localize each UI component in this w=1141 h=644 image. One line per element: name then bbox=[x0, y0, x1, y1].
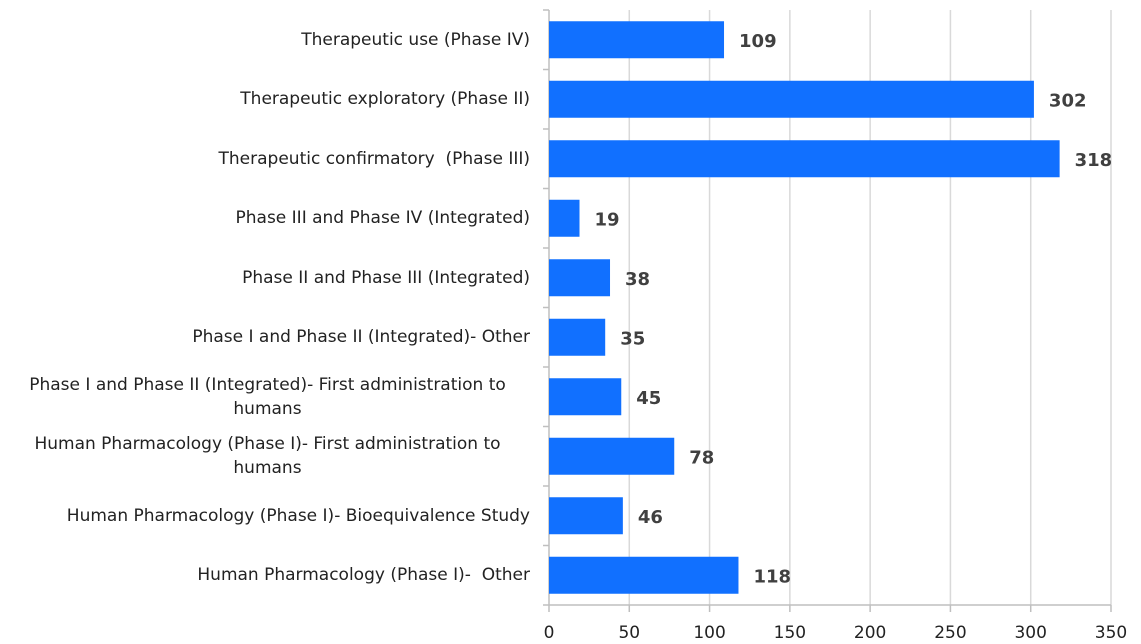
y-tick-label-box: Phase I and Phase II (Integrated)- Other bbox=[0, 308, 530, 368]
value-label: 109 bbox=[739, 31, 777, 52]
value-label: 318 bbox=[1075, 150, 1113, 171]
y-tick-label: Phase I and Phase II (Integrated)- Other bbox=[192, 327, 530, 348]
x-tick-label: 200 bbox=[854, 623, 886, 643]
y-tick-label-box: Therapeutic exploratory (Phase II) bbox=[0, 70, 530, 130]
y-tick-label-box: Therapeutic confirmatory (Phase III) bbox=[0, 129, 530, 189]
x-tick-label: 100 bbox=[693, 623, 725, 643]
bar bbox=[549, 378, 622, 416]
value-label: 46 bbox=[638, 507, 663, 528]
y-tick-label-box: Phase II and Phase III (Integrated) bbox=[0, 248, 530, 308]
y-tick-label: Therapeutic confirmatory (Phase III) bbox=[218, 148, 530, 169]
y-tick-label-box: Phase I and Phase II (Integrated)- First… bbox=[0, 367, 530, 427]
y-tick-label: Human Pharmacology (Phase I)- First admi… bbox=[34, 434, 506, 479]
y-tick-label-box: Human Pharmacology (Phase I)- Other bbox=[0, 546, 530, 606]
value-label: 118 bbox=[753, 566, 791, 587]
y-tick-label-box: Phase III and Phase IV (Integrated) bbox=[0, 189, 531, 249]
value-label: 38 bbox=[625, 269, 650, 290]
y-tick-label: Human Pharmacology (Phase I)- Other bbox=[197, 565, 530, 586]
bar bbox=[549, 199, 580, 237]
y-tick-label: Phase I and Phase II (Integrated)- First… bbox=[29, 374, 512, 419]
x-tick-label: 150 bbox=[774, 623, 806, 643]
x-tick-label: 250 bbox=[934, 623, 966, 643]
y-tick-label: Therapeutic exploratory (Phase II) bbox=[240, 89, 530, 110]
value-label: 45 bbox=[636, 388, 661, 409]
x-tick-label: 300 bbox=[1014, 623, 1046, 643]
x-tick-label: 350 bbox=[1095, 623, 1127, 643]
y-tick-label-box: Human Pharmacology (Phase I)- First admi… bbox=[0, 427, 530, 487]
x-tick-label: 50 bbox=[618, 623, 640, 643]
bar bbox=[549, 259, 611, 297]
bar bbox=[549, 497, 623, 535]
y-tick-label-box: Therapeutic use (Phase IV) bbox=[0, 10, 530, 70]
y-tick-label: Human Pharmacology (Phase I)- Bioequival… bbox=[66, 505, 530, 526]
y-tick-label: Therapeutic use (Phase IV) bbox=[301, 29, 530, 50]
bar bbox=[549, 437, 675, 475]
value-label: 302 bbox=[1049, 90, 1087, 111]
y-tick-label: Phase III and Phase IV (Integrated) bbox=[235, 208, 531, 229]
value-label: 19 bbox=[595, 209, 620, 230]
y-tick-label-box: Human Pharmacology (Phase I)- Bioequival… bbox=[0, 486, 530, 546]
bar bbox=[549, 80, 1034, 118]
bar bbox=[549, 140, 1060, 178]
bar bbox=[549, 556, 739, 594]
value-label: 78 bbox=[689, 447, 714, 468]
x-tick-label: 0 bbox=[544, 623, 555, 643]
bar bbox=[549, 21, 725, 59]
value-label: 35 bbox=[620, 328, 645, 349]
bar bbox=[549, 318, 606, 356]
y-tick-label: Phase II and Phase III (Integrated) bbox=[242, 267, 530, 288]
